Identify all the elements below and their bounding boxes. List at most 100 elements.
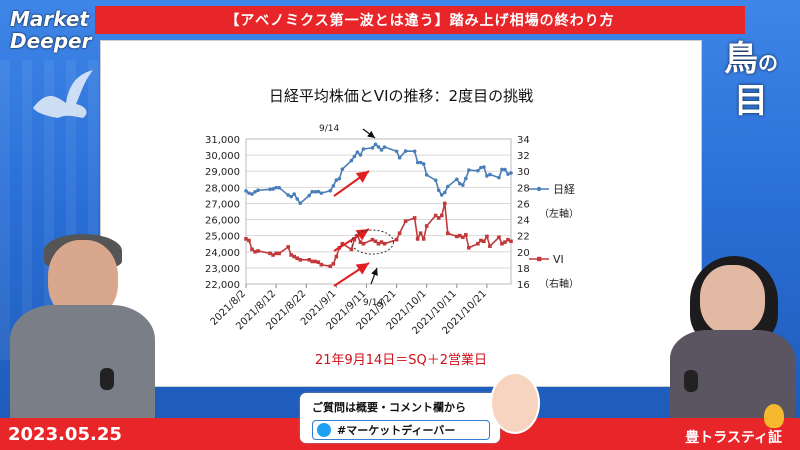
vi-point: [268, 251, 272, 256]
host-right-head: [700, 265, 765, 335]
nikkei-point: [355, 150, 360, 155]
right-axis-tick-label: 22: [517, 232, 530, 243]
hashtag-text: #マーケットディーバー: [337, 424, 456, 437]
nikkei-point: [382, 145, 387, 149]
nikkei-point: [488, 172, 492, 177]
left-axis-tick-label: 29,000: [205, 167, 240, 178]
annotation-label: 9/14: [363, 298, 383, 308]
vi-point: [464, 233, 468, 237]
vi-point: [458, 233, 462, 238]
nikkei-point: [370, 146, 375, 150]
nikkei-point: [286, 193, 290, 197]
nikkei-point: [256, 188, 260, 193]
series-line-vi: [245, 203, 512, 268]
vi-point: [334, 254, 339, 259]
left-axis-tick-label: 28,000: [205, 183, 240, 194]
trend-arrow: [333, 170, 370, 197]
logo-line2: Deeper: [10, 29, 92, 53]
nikkei-point: [476, 168, 480, 173]
vi-point: [442, 201, 447, 206]
vi-point: [361, 241, 366, 246]
left-axis-tick-label: 27,000: [205, 199, 240, 210]
nikkei-point: [421, 162, 426, 166]
nikkei-point: [497, 175, 501, 180]
vi-point: [316, 260, 321, 265]
vi-point: [256, 249, 260, 253]
nikkei-point: [464, 176, 468, 181]
vi-point: [277, 251, 281, 256]
vi-highlight-circle: [350, 229, 394, 255]
annotation-label: 9/14: [319, 124, 339, 134]
nikkei-point: [500, 167, 504, 172]
vi-point: [445, 231, 450, 236]
vi-point: [485, 234, 489, 239]
vi-point: [379, 240, 384, 244]
legend-marker: [536, 186, 542, 192]
nikkei-point: [445, 184, 450, 189]
vi-point: [397, 231, 402, 236]
vi-point: [289, 253, 293, 257]
vi-point: [500, 241, 504, 246]
nikkei-point: [295, 197, 299, 201]
vi-point: [247, 238, 251, 243]
vi-point: [436, 216, 441, 220]
hashtag-box[interactable]: #マーケットディーバー: [312, 420, 490, 440]
tori-no-me-logo: 鳥の 目: [716, 40, 786, 120]
bird-icon: [33, 70, 93, 118]
nikkei-point: [328, 188, 333, 193]
vi-point: [467, 245, 471, 250]
left-axis-tick-label: 26,000: [205, 216, 240, 227]
nikkei-point: [292, 192, 296, 196]
series-line-nikkei: [245, 143, 512, 205]
chart-panel: 日経平均株価とVIの推移：2度目の挑戦 22,000 23,000 24,000 25…: [100, 40, 702, 387]
nikkei-point: [352, 154, 357, 159]
nikkei-point: [506, 172, 510, 176]
left-axis-tick-label: 25,000: [205, 232, 240, 243]
nikkei-point: [397, 155, 402, 160]
right-axis-tick-label: 30: [517, 167, 530, 178]
nikkei-point: [412, 149, 417, 154]
vi-point: [424, 224, 429, 228]
nikkei-point: [307, 193, 312, 198]
vi-point: [292, 254, 296, 259]
nikkei-point: [250, 192, 254, 196]
nikkei-point: [340, 167, 345, 171]
left-axis-tick-label: 24,000: [205, 248, 240, 259]
nikkei-point: [277, 185, 281, 190]
nikkei-point: [403, 149, 408, 153]
chart-title: 日経平均株価とVIの推移：2度目の挑戦: [268, 87, 534, 105]
right-axis-tick-label: 32: [517, 151, 530, 162]
question-prompt: ご質問は概要・コメント欄から: [312, 401, 466, 414]
right-axis-tick-label: 34: [517, 135, 530, 146]
corner-logo-line2: 目: [734, 81, 768, 121]
legend-label: VI: [553, 253, 564, 266]
vi-point: [253, 249, 257, 254]
nikkei-point: [461, 183, 465, 187]
vi-point: [328, 264, 333, 269]
vi-point: [331, 262, 336, 266]
vi-point: [433, 213, 438, 218]
vi-point: [298, 258, 303, 262]
vi-point: [415, 237, 420, 241]
legend-axis-note: （右軸）: [539, 277, 579, 290]
vi-point: [373, 239, 378, 244]
presenter-avatar: [490, 372, 540, 434]
chart-note: 21年9月14日＝SQ＋2営業日: [314, 353, 488, 368]
lightbulb-icon: [764, 404, 784, 428]
nikkei-point: [316, 189, 321, 194]
vi-point: [274, 251, 278, 256]
annotation-arrow: [370, 267, 378, 285]
nikkei-point: [467, 168, 471, 172]
vi-point: [454, 234, 459, 239]
left-axis-tick-label: 22,000: [205, 280, 240, 291]
nikkei-point: [289, 194, 293, 199]
vi-point: [358, 240, 363, 244]
vi-point: [412, 216, 417, 220]
right-axis-tick-label: 16: [517, 280, 530, 291]
nikkei-point: [373, 142, 378, 147]
vi-point: [376, 241, 381, 246]
vi-point: [340, 241, 345, 246]
nikkei-point: [439, 193, 444, 197]
nikkei-point: [458, 181, 462, 186]
nikkei-point: [268, 187, 272, 192]
